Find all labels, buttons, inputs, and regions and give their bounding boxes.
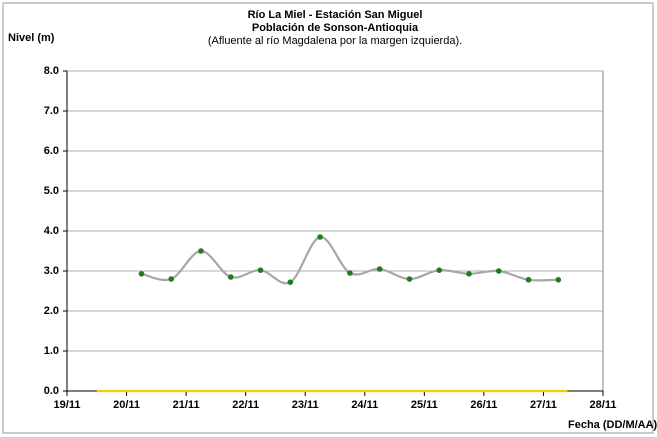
x-tick-label: 22/11 [232,399,259,411]
x-axis-label: Fecha (DD/M/AA) [568,419,657,431]
point [406,276,413,282]
x-tick-label: 23/11 [292,399,319,411]
point [168,276,175,282]
x-tick-label: 25/11 [411,399,438,411]
point [376,266,383,272]
x-tick-label: 21/11 [173,399,200,411]
x-tick-label: 26/11 [470,399,497,411]
y-tick-label: 0.0 [44,385,59,397]
x-tick-label: 27/11 [530,399,557,411]
point [198,248,204,254]
x-tick-label: 28/11 [590,399,617,411]
point [138,271,145,277]
chart-title: Río La Miel - Estación San Miguel [248,9,423,21]
point [287,279,294,286]
point [257,267,264,274]
x-tick-label: 19/11 [54,399,81,411]
y-tick-label: 8.0 [44,65,59,77]
y-tick-label: 7.0 [44,105,59,117]
point [525,277,532,283]
y-tick-label: 3.0 [44,265,59,277]
x-tick-label: 20/11 [113,399,140,411]
y-tick-label: 5.0 [44,185,59,197]
y-tick-label: 4.0 [44,225,59,237]
point [555,277,562,283]
point [347,270,353,276]
x-tick-label: 24/11 [351,399,378,411]
point [227,274,234,280]
point [495,268,502,274]
point [317,234,323,240]
y-tick-label: 6.0 [44,145,59,157]
y-tick-label: 1.0 [44,345,59,357]
point [466,271,472,277]
point [436,267,443,274]
y-tick-label: 2.0 [44,305,59,317]
chart-subtitle: Población de Sonson-Antioquia [252,22,419,34]
annotation: (Afluente al río Magdalena por la margen… [208,35,462,47]
y-axis-label: Nivel (m) [8,32,55,44]
